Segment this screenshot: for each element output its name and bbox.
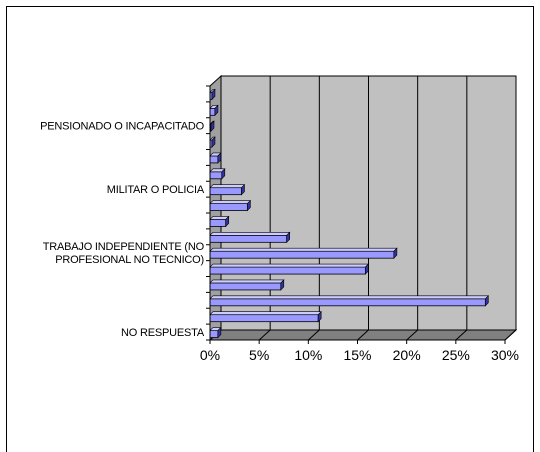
bar [209,282,282,291]
bar [209,314,319,323]
bar-side [280,279,285,291]
bar [209,250,395,259]
x-tick-label: 20% [393,347,421,363]
bar [209,171,223,180]
category-label: MILITAR O POLICIA [107,184,205,196]
bar-side [365,263,369,275]
x-gridline-floor [307,329,320,341]
bar-top [209,311,322,315]
bar-side [485,295,489,307]
bar-top [209,247,398,252]
category-label: NO RESPUESTA [121,327,205,339]
bar [209,203,248,211]
bar-side [221,168,226,180]
category-labels: NO RESPUESTA TRABAJO INDEPENDIENTE (NOPRO… [40,121,205,339]
x-tick-labels: 0% 5% 10% 15% 20% 25% 30% [200,347,519,363]
x-tick-label: 10% [294,347,322,363]
bar-top [209,263,370,268]
bar-side [211,136,216,148]
bar-side [241,183,245,196]
bar [209,266,366,275]
bar [209,298,486,307]
bar-top [209,232,291,236]
axes [206,85,506,344]
bars [209,88,490,339]
bar-top [209,184,246,188]
bar-side [225,215,230,228]
x-tick-label: 0% [200,347,220,363]
bar-side [217,326,222,339]
bar [209,107,216,116]
bar-top [209,200,252,204]
category-label: PENSIONADO O INCAPACITADO [40,121,205,133]
x-tick-label: 5% [249,347,269,363]
x-gridline-floor [357,329,369,341]
bar [209,330,219,338]
bar-side [214,104,219,117]
x-tick-label: 15% [343,347,371,363]
bar-side [247,199,251,212]
bar-top [209,279,285,284]
bar-side [211,88,216,101]
category-label: PROFESIONAL NO TECNICO) [55,254,204,266]
category-label: TRABAJO INDEPENDIENTE (NO [43,241,205,253]
bar [209,187,242,196]
bar-side [217,152,222,164]
x-gridline-floor [258,329,271,341]
bar-side [210,120,215,132]
x-gridline-floor [406,329,419,341]
bar-side [286,231,291,244]
x-tick-label: 25% [442,347,470,363]
bar-top [209,295,490,300]
bar-side [393,247,398,259]
bar [209,234,288,243]
bar [209,219,227,227]
bar-side [317,310,322,323]
x-tick-label: 30% [491,347,519,363]
bar [209,155,219,164]
x-gridline-floor [455,329,468,341]
x-gridline-floor [504,329,517,341]
